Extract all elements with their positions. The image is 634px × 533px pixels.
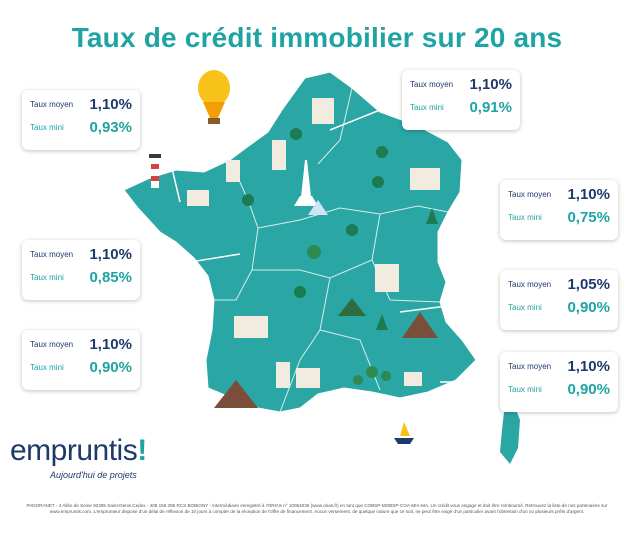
trees-icons: [242, 128, 438, 330]
min-label: Taux mini: [30, 273, 64, 282]
avg-label: Taux moyen: [30, 340, 74, 349]
rate-card-ouest: Taux moyen 1,10% Taux mini 0,85%: [22, 240, 140, 300]
avg-value: 1,10%: [567, 186, 610, 203]
buildings-icons: [187, 98, 440, 388]
avg-label: Taux moyen: [30, 100, 74, 109]
empruntis-logo[interactable]: empruntis! Aujourd'hui de projets: [10, 434, 147, 480]
min-value: 0,75%: [567, 209, 610, 226]
mountains-icons: [214, 298, 438, 408]
min-value: 0,90%: [89, 359, 132, 376]
min-label: Taux mini: [410, 103, 444, 112]
min-label: Taux mini: [508, 213, 542, 222]
avg-label: Taux moyen: [508, 280, 552, 289]
rate-card-rhone-alpes: Taux moyen 1,05% Taux mini 0,90%: [500, 270, 618, 330]
rate-card-nord: Taux moyen 1,10% Taux mini 0,91%: [402, 70, 520, 130]
page-title: Taux de crédit immobilier sur 20 ans: [71, 22, 563, 53]
avg-value: 1,10%: [469, 76, 512, 93]
sailboat-icon: [394, 422, 414, 444]
rate-card-bretagne: Taux moyen 1,10% Taux mini 0,93%: [22, 90, 140, 150]
avg-value: 1,10%: [89, 336, 132, 353]
min-value: 0,91%: [469, 99, 512, 116]
logo-tagline: Aujourd'hui de projets: [50, 470, 137, 480]
rate-card-est: Taux moyen 1,10% Taux mini 0,75%: [500, 180, 618, 240]
avg-label: Taux moyen: [30, 250, 74, 259]
palm-trees-icons: [353, 366, 391, 385]
min-label: Taux mini: [30, 363, 64, 372]
avg-value: 1,10%: [89, 246, 132, 263]
min-value: 0,85%: [89, 269, 132, 286]
balloon-icon: [198, 70, 230, 124]
avg-label: Taux moyen: [508, 362, 552, 371]
min-label: Taux mini: [508, 303, 542, 312]
logo-wordmark: empruntis: [10, 434, 138, 467]
min-value: 0,93%: [89, 119, 132, 136]
eiffel-tower-icon: [294, 160, 328, 215]
legal-footer: PANORANET - 4 Allée de Seine 92285 Saint…: [26, 503, 608, 514]
avg-value: 1,10%: [89, 96, 132, 113]
logo-exclamation: !: [137, 434, 147, 467]
rate-card-sud-ouest: Taux moyen 1,10% Taux mini 0,90%: [22, 330, 140, 390]
avg-label: Taux moyen: [410, 80, 454, 89]
min-label: Taux mini: [30, 123, 64, 132]
avg-label: Taux moyen: [508, 190, 552, 199]
avg-value: 1,05%: [567, 276, 610, 293]
lighthouse-icon: [149, 154, 161, 188]
min-value: 0,90%: [567, 381, 610, 398]
min-label: Taux mini: [508, 385, 542, 394]
wave-icon: [176, 356, 188, 361]
rate-card-sud-est: Taux moyen 1,10% Taux mini 0,90%: [500, 352, 618, 412]
avg-value: 1,10%: [567, 358, 610, 375]
min-value: 0,90%: [567, 299, 610, 316]
